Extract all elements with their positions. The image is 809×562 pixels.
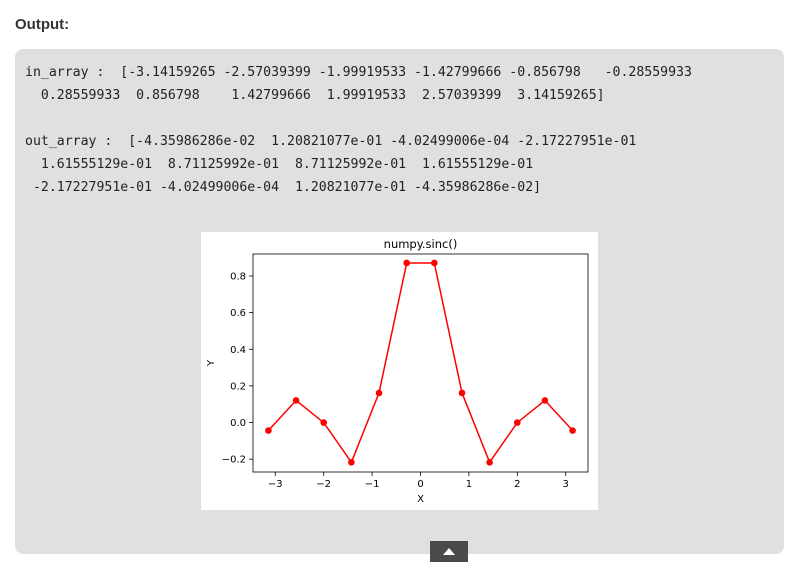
output-panel: in_array : [-3.14159265 -2.57039399 -1.9… [15,49,784,554]
data-point [403,259,410,267]
y-tick-label: 0.0 [230,418,246,429]
data-point [348,459,355,466]
series-line [267,262,574,464]
out-array-line-2: 1.61555129e-01 8.71125992e-01 8.71125992… [25,157,534,172]
scroll-to-top-button[interactable] [430,541,468,562]
series-points [265,259,576,466]
chevron-up-icon [443,548,455,555]
in-array-line-2: 0.28559933 0.856798 1.42799666 1.9991953… [25,88,605,103]
data-point [292,397,300,404]
y-axis-label: Y [206,359,217,367]
chart-title: numpy.sinc() [384,237,458,251]
x-tick-label: −2 [316,479,331,490]
plot-image: numpy.sinc() −3 −2 −1 0 1 2 3 −0.2 0.0 0.2 0.4 0.6… [201,232,598,510]
data-point [265,427,272,434]
x-tick-label: −3 [268,479,283,490]
data-point [320,419,328,426]
data-point [541,397,549,404]
x-tick-label: 2 [514,479,520,490]
x-tick-label: 0 [417,479,423,490]
x-axis: −3 −2 −1 0 1 2 3 [268,472,569,490]
data-point [513,419,521,426]
y-tick-label: 0.4 [230,345,246,356]
data-point [375,389,383,397]
in-array-line-1: in_array : [-3.14159265 -2.57039399 -1.9… [25,65,692,80]
console-output: in_array : [-3.14159265 -2.57039399 -1.9… [25,61,692,199]
out-array-line-1: out_array : [-4.35986286e-02 1.20821077e… [25,134,637,149]
y-axis: −0.2 0.0 0.2 0.4 0.6 0.8 [222,271,253,466]
out-array-line-3: -2.17227951e-01 -4.02499006e-04 1.208210… [25,180,542,195]
data-point [458,389,466,397]
y-tick-label: 0.2 [230,381,246,392]
y-tick-label: 0.6 [230,308,246,319]
data-point [486,459,493,466]
plot-area [252,253,589,473]
x-axis-label: X [417,494,424,505]
y-tick-label: −0.2 [222,455,246,466]
y-tick-label: 0.8 [230,271,246,282]
x-tick-label: 1 [466,479,472,490]
x-tick-label: 3 [563,479,569,490]
sinc-chart: numpy.sinc() −3 −2 −1 0 1 2 3 −0.2 0.0 0.2 0.4 0.6… [206,237,589,505]
data-point [431,259,438,267]
x-tick-label: −1 [365,479,380,490]
data-point [569,427,576,434]
output-heading: Output: [15,16,70,33]
